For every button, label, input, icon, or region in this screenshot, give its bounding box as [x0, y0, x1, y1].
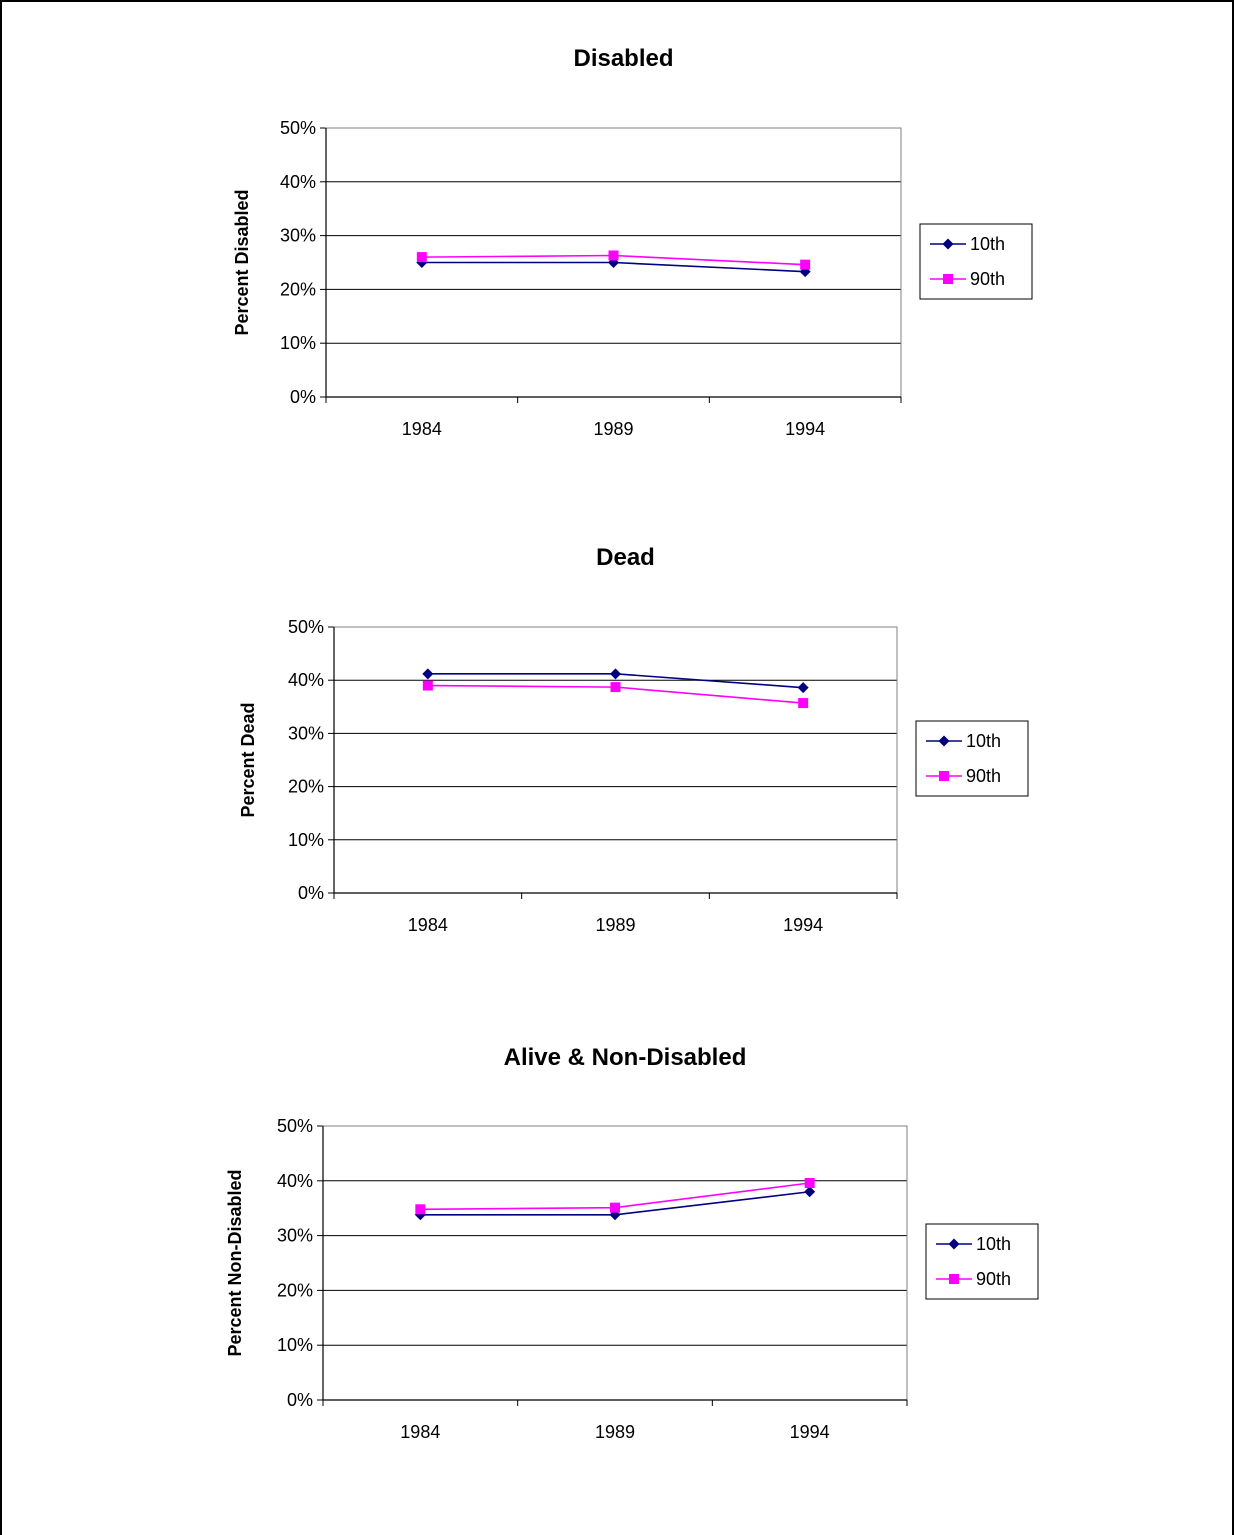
legend-box [925, 1223, 1039, 1300]
x-tick-label-1989: 1989 [595, 1422, 635, 1442]
chart-title: Alive & Non-Disabled [504, 1044, 747, 1071]
y-tick-label-10: 10% [277, 1335, 313, 1355]
plot-area [322, 1125, 908, 1401]
legend-marker-90th [949, 1274, 959, 1284]
point-90th-1989 [610, 682, 621, 693]
y-tick-label-10: 10% [280, 333, 316, 353]
y-tick-label-50: 50% [277, 1116, 313, 1136]
plot-area [333, 626, 898, 894]
y-tick-label-30: 30% [288, 723, 324, 743]
legend-marker-10th [938, 735, 950, 747]
legend-marker-10th [942, 238, 954, 250]
x-tick-label-1984: 1984 [400, 1422, 440, 1442]
y-tick-label-20: 20% [280, 279, 316, 299]
chart-title: Disabled [573, 45, 673, 72]
legend-label-90th: 90th [976, 1269, 1011, 1289]
point-90th-1984 [422, 680, 433, 691]
x-tick-label-1989: 1989 [595, 915, 635, 935]
point-10th-1989 [610, 668, 621, 680]
y-tick-label-40: 40% [280, 172, 316, 192]
point-10th-1994 [797, 682, 809, 694]
point-90th-1989 [610, 1202, 620, 1213]
x-tick-label-1994: 1994 [790, 1422, 830, 1442]
y-axis-label: Percent Disabled [232, 189, 252, 335]
legend-label-90th: 90th [970, 269, 1005, 289]
point-10th-1994 [804, 1186, 816, 1198]
point-90th-1984 [415, 1204, 426, 1215]
legend-label-10th: 10th [966, 731, 1001, 751]
y-tick-label-10: 10% [288, 830, 324, 850]
point-90th-1984 [416, 252, 427, 263]
y-tick-label-20: 20% [288, 777, 324, 797]
chart-dead: Dead 0% 10% 20% 30% 40% 50% 1984 1989 1994 Percent… [238, 544, 1029, 935]
x-tick-label-1994: 1994 [785, 419, 825, 439]
y-axis-label: Percent Dead [238, 702, 258, 817]
chart-alive-non-disabled: Alive & Non-Disabled 0% 10% 20% 30% 40% 50% 198… [225, 1044, 1039, 1442]
point-10th-1984 [422, 668, 434, 680]
legend-box [919, 223, 1033, 300]
y-tick-label-0: 0% [290, 387, 316, 407]
y-tick-label-0: 0% [287, 1390, 313, 1410]
y-tick-label-30: 30% [280, 226, 316, 246]
legend-label-90th: 90th [966, 766, 1001, 786]
chart-title: Dead [596, 544, 655, 571]
legend-marker-10th [948, 1238, 960, 1250]
legend-marker-90th [943, 274, 953, 284]
x-tick-label-1989: 1989 [593, 419, 633, 439]
x-tick-label-1994: 1994 [783, 915, 823, 935]
chart-disabled: Disabled 0% 10% 20% 30% 40% 50% 1984 1989 1994 Per… [232, 45, 1033, 439]
y-tick-label-20: 20% [277, 1280, 313, 1300]
y-tick-label-50: 50% [280, 118, 316, 138]
legend-label-10th: 10th [970, 234, 1005, 254]
legend-box [915, 720, 1029, 797]
y-axis-label: Percent Non-Disabled [225, 1169, 245, 1356]
y-tick-label-40: 40% [288, 670, 324, 690]
x-tick-label-1984: 1984 [402, 419, 442, 439]
point-90th-1994 [800, 259, 811, 270]
y-tick-label-0: 0% [298, 883, 324, 903]
point-90th-1989 [608, 250, 619, 261]
legend-marker-90th [939, 771, 949, 781]
point-90th-1994 [798, 698, 809, 709]
y-tick-label-50: 50% [288, 617, 324, 637]
legend-label-10th: 10th [976, 1234, 1011, 1254]
point-90th-1994 [804, 1177, 815, 1188]
y-tick-label-40: 40% [277, 1171, 313, 1191]
y-tick-label-30: 30% [277, 1226, 313, 1246]
x-tick-label-1984: 1984 [408, 915, 448, 935]
